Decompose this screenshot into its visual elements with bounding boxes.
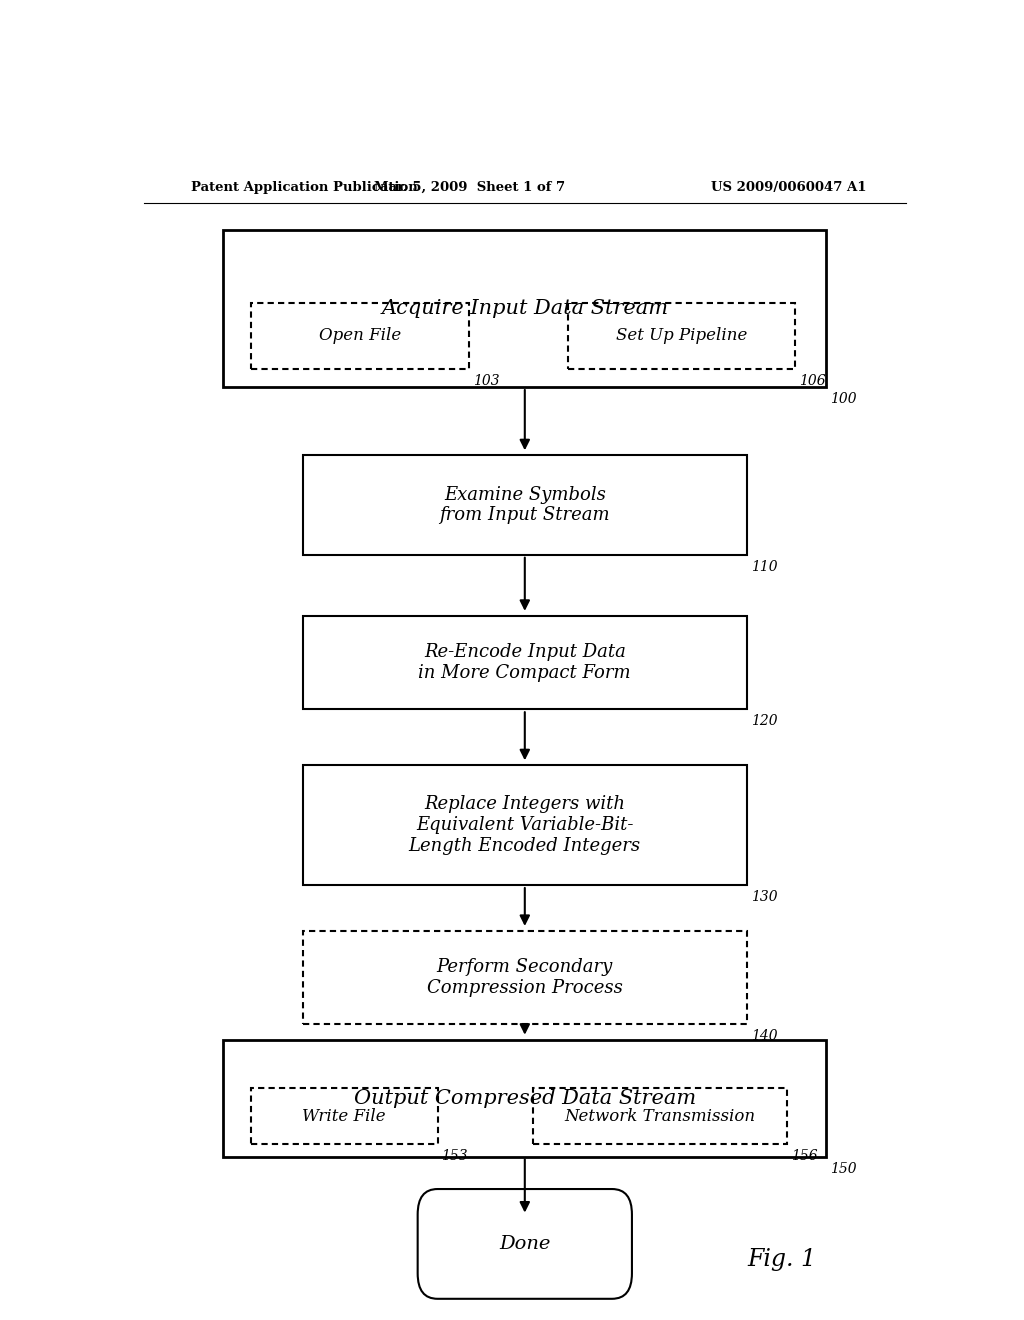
- Text: 130: 130: [751, 890, 777, 904]
- Text: Write File: Write File: [302, 1107, 386, 1125]
- Text: 140: 140: [751, 1030, 777, 1043]
- Text: 103: 103: [473, 374, 500, 388]
- Text: 156: 156: [791, 1150, 817, 1163]
- Text: Replace Integers with
Equivalent Variable-Bit-
Length Encoded Integers: Replace Integers with Equivalent Variabl…: [409, 796, 641, 855]
- FancyBboxPatch shape: [251, 302, 469, 368]
- Text: Done: Done: [499, 1236, 551, 1253]
- Text: 150: 150: [830, 1162, 857, 1176]
- FancyBboxPatch shape: [532, 1089, 786, 1144]
- Text: Set Up Pipeline: Set Up Pipeline: [615, 327, 748, 345]
- Text: Network Transmission: Network Transmission: [564, 1107, 756, 1125]
- Text: Open File: Open File: [319, 327, 401, 345]
- FancyBboxPatch shape: [568, 302, 795, 368]
- Text: US 2009/0060047 A1: US 2009/0060047 A1: [711, 181, 866, 194]
- Text: Mar. 5, 2009  Sheet 1 of 7: Mar. 5, 2009 Sheet 1 of 7: [374, 181, 565, 194]
- Text: 100: 100: [830, 392, 857, 407]
- FancyBboxPatch shape: [223, 230, 826, 387]
- Text: 106: 106: [799, 374, 825, 388]
- Text: Re-Encode Input Data
in More Compact Form: Re-Encode Input Data in More Compact For…: [419, 643, 631, 682]
- FancyBboxPatch shape: [303, 931, 748, 1024]
- FancyBboxPatch shape: [303, 766, 748, 886]
- Text: Patent Application Publication: Patent Application Publication: [191, 181, 418, 194]
- FancyBboxPatch shape: [223, 1040, 826, 1156]
- Text: Perform Secondary
Compression Process: Perform Secondary Compression Process: [427, 958, 623, 997]
- Text: 120: 120: [751, 714, 777, 729]
- Text: 153: 153: [441, 1150, 468, 1163]
- Text: 110: 110: [751, 560, 777, 574]
- FancyBboxPatch shape: [303, 615, 748, 709]
- FancyBboxPatch shape: [418, 1189, 632, 1299]
- Text: Fig. 1: Fig. 1: [748, 1249, 816, 1271]
- Text: Output Compresed Data Stream: Output Compresed Data Stream: [353, 1089, 696, 1107]
- FancyBboxPatch shape: [303, 455, 748, 554]
- Text: Examine Symbols
from Input Stream: Examine Symbols from Input Stream: [439, 486, 610, 524]
- Text: Acquire Input Data Stream: Acquire Input Data Stream: [381, 298, 669, 318]
- FancyBboxPatch shape: [251, 1089, 437, 1144]
